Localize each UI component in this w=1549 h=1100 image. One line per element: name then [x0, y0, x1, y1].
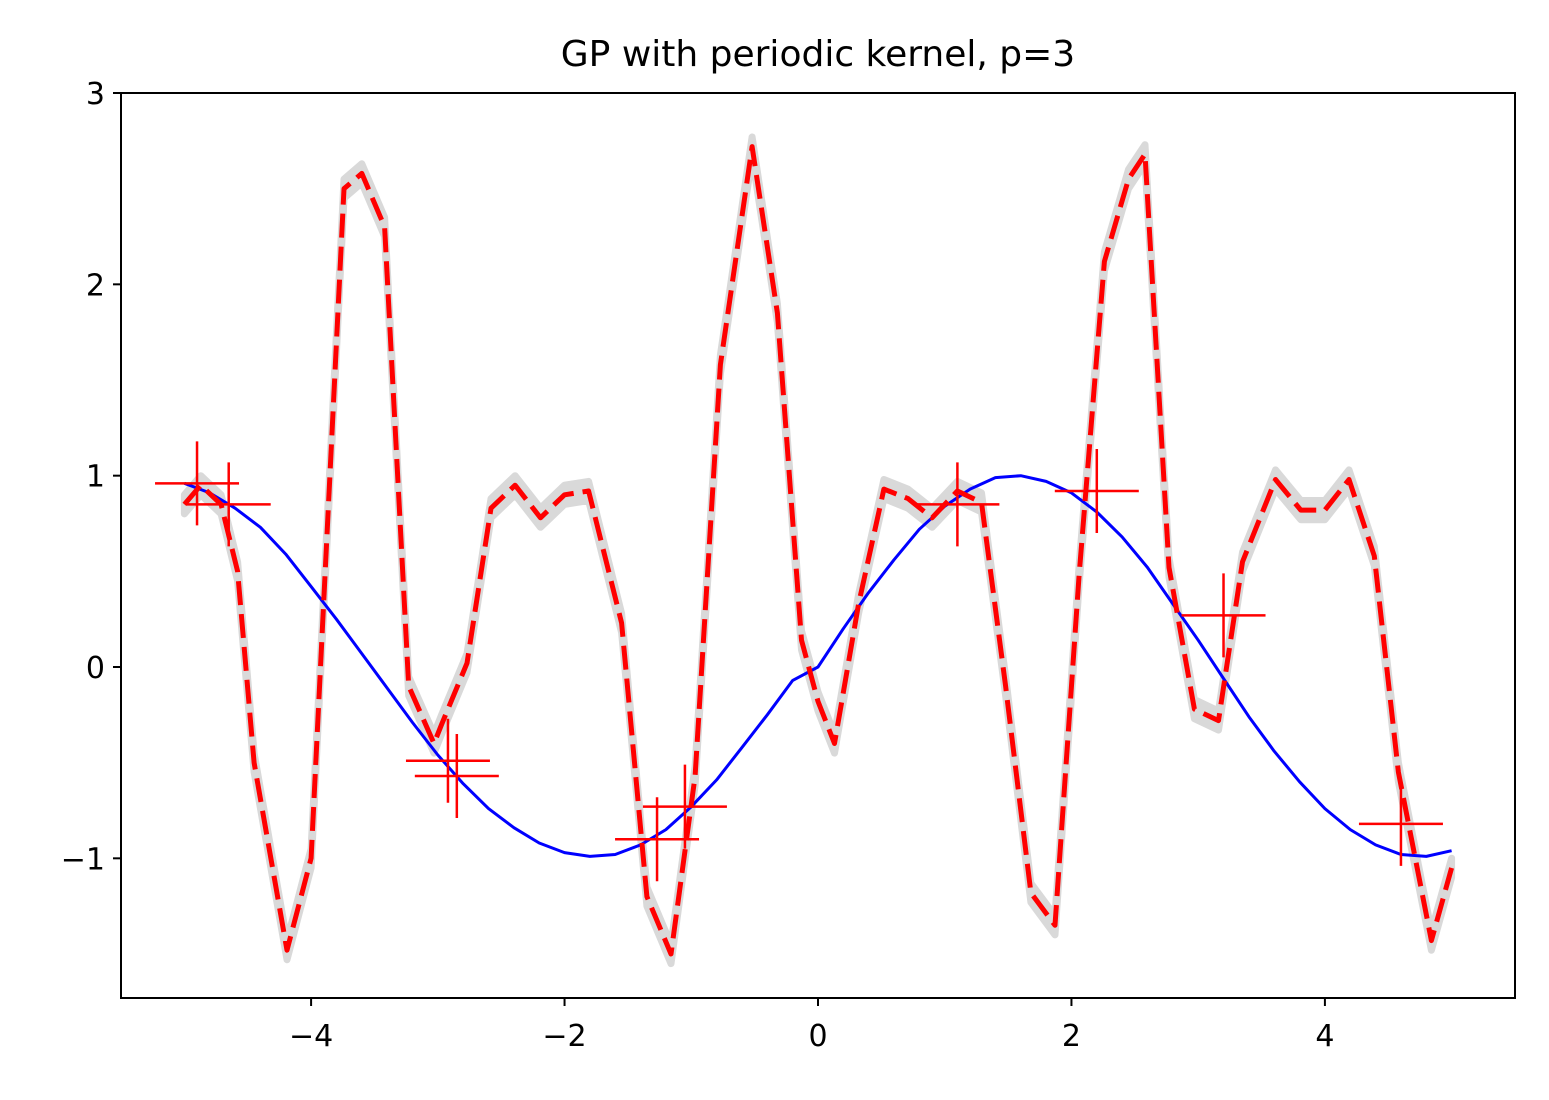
observation-marker — [1054, 448, 1139, 533]
observation-marker — [1358, 781, 1443, 866]
y-tick-label: 3 — [86, 77, 105, 112]
observations-layer — [155, 441, 1443, 882]
observation-marker — [414, 734, 499, 819]
confidence-band — [180, 133, 1456, 968]
true-function-line — [183, 474, 1452, 858]
y-tick-label: −1 — [61, 842, 105, 877]
y-tick-label: 1 — [86, 460, 105, 495]
observation-marker — [1181, 573, 1266, 658]
x-tick-label: −2 — [542, 1019, 586, 1054]
series-layer — [182, 144, 1455, 957]
y-tick-label: 0 — [86, 651, 105, 686]
y-tick-label: 2 — [86, 268, 105, 303]
confidence-band-layer — [180, 133, 1456, 968]
x-tick-label: 4 — [1315, 1019, 1334, 1054]
chart-title: GP with periodic kernel, p=3 — [561, 34, 1075, 75]
x-axis: −4 −2 0 2 4 — [289, 998, 1334, 1054]
y-axis: −1 0 1 2 3 — [61, 77, 121, 877]
gp-mean-line — [182, 144, 1455, 957]
observation-marker — [405, 718, 490, 803]
observation-marker — [155, 441, 240, 526]
observation-marker — [642, 764, 727, 849]
plot-area — [120, 92, 1516, 999]
observation-marker — [915, 462, 1000, 547]
x-tick-label: 2 — [1062, 1019, 1081, 1054]
x-tick-label: 0 — [808, 1019, 827, 1054]
x-tick-label: −4 — [289, 1019, 333, 1054]
observation-marker — [186, 462, 271, 547]
